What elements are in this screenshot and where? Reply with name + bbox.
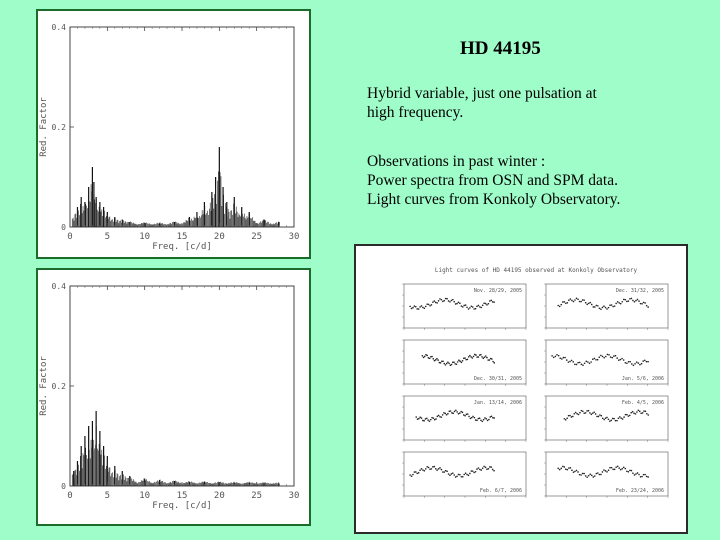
y-axis-label: Red. Factor (39, 97, 49, 157)
light-curve-panel: Jan. 13/14, 2006 (402, 395, 527, 442)
y-tick-label: 0 (61, 223, 66, 232)
x-tick-label: 5 (105, 491, 110, 501)
power-spectrum-spm-chart: 0 5 10 15 20 25 30 0 0.2 0.4 Red. Factor Freq. [c… (39, 282, 300, 511)
light-curve-panel: Dec. 31/32, 2005 (544, 283, 669, 330)
x-tick-label: 30 (289, 491, 300, 501)
x-tick-label: 20 (214, 232, 225, 242)
light-curve-panel: Feb. 6/7, 2006 (402, 451, 527, 498)
y-tick-label: 0.4 (52, 282, 67, 291)
x-tick-label: 0 (67, 491, 72, 501)
description-observations: Observations in past winter : Power spec… (367, 152, 687, 209)
description-line: Hybrid variable, just one pulsation at (367, 85, 597, 102)
light-curve-panel: Nov. 28/29, 2005 (402, 283, 527, 330)
description-intro: Hybrid variable, just one pulsation at h… (367, 84, 687, 122)
x-tick-label: 10 (139, 491, 150, 501)
x-tick-label: 5 (105, 232, 110, 242)
plot-frame (69, 26, 295, 228)
light-curve-date-label: Dec. 30/31, 2005 (474, 376, 522, 382)
x-tick-label: 15 (177, 232, 188, 242)
light-curve-panel: Dec. 30/31, 2005 (402, 339, 527, 386)
power-spectrum-osn-chart: 0 5 10 15 20 25 30 0 0.2 0.4 Red. Factor Freq. [c… (39, 23, 300, 252)
light-curve-date-label: Feb. 23/24, 2006 (616, 488, 664, 494)
x-tick-label: 0 (67, 232, 72, 242)
light-curve-panel: Feb. 23/24, 2006 (544, 451, 669, 498)
spectrum-noise (71, 171, 279, 227)
y-axis-label: Red. Factor (39, 356, 49, 416)
light-curve-date-label: Jan. 13/14, 2006 (474, 400, 522, 406)
light-curve-panel: Jan. 5/6, 2006 (544, 339, 669, 386)
light-curves-chart: Light curves of HD 44195 observed at Kon… (402, 267, 669, 498)
x-tick-label: 25 (251, 232, 262, 242)
light-curve-date-label: Dec. 31/32, 2005 (616, 288, 664, 294)
spectrum-noise (71, 426, 279, 486)
x-axis-label: Freq. [c/d] (152, 242, 212, 252)
y-tick-label: 0.2 (52, 382, 67, 391)
light-curve-date-label: Feb. 4/5, 2006 (622, 400, 664, 406)
light-curves-title: Light curves of HD 44195 observed at Kon… (435, 267, 638, 274)
power-spectrum-osn-panel: 0 5 10 15 20 25 30 0 0.2 0.4 Red. Factor Freq. [c… (36, 9, 311, 259)
light-curve-date-label: Feb. 6/7, 2006 (480, 488, 522, 494)
description-line: high frequency. (367, 104, 464, 121)
x-tick-label: 30 (289, 232, 300, 242)
y-tick-label: 0 (61, 482, 66, 491)
light-curve-panel: Feb. 4/5, 2006 (544, 395, 669, 442)
x-tick-label: 15 (177, 491, 188, 501)
slide-title: HD 44195 (460, 38, 541, 59)
light-curves-figure: Light curves of HD 44195 observed at Kon… (354, 244, 688, 534)
light-curve-date-label: Jan. 5/6, 2006 (622, 376, 664, 382)
y-tick-label: 0.2 (52, 123, 67, 132)
x-tick-label: 25 (251, 491, 262, 501)
description-line: Light curves from Konkoly Observatory. (367, 191, 621, 208)
description-line: Observations in past winter : (367, 153, 546, 170)
light-curve-date-label: Nov. 28/29, 2005 (474, 288, 522, 294)
power-spectrum-spm-panel: 0 5 10 15 20 25 30 0 0.2 0.4 Red. Factor Freq. [c… (36, 268, 311, 526)
x-axis-label: Freq. [c/d] (152, 501, 212, 511)
y-tick-label: 0.4 (52, 23, 67, 32)
x-tick-label: 20 (214, 491, 225, 501)
x-tick-label: 10 (139, 232, 150, 242)
description-line: Power spectra from OSN and SPM data. (367, 172, 618, 189)
